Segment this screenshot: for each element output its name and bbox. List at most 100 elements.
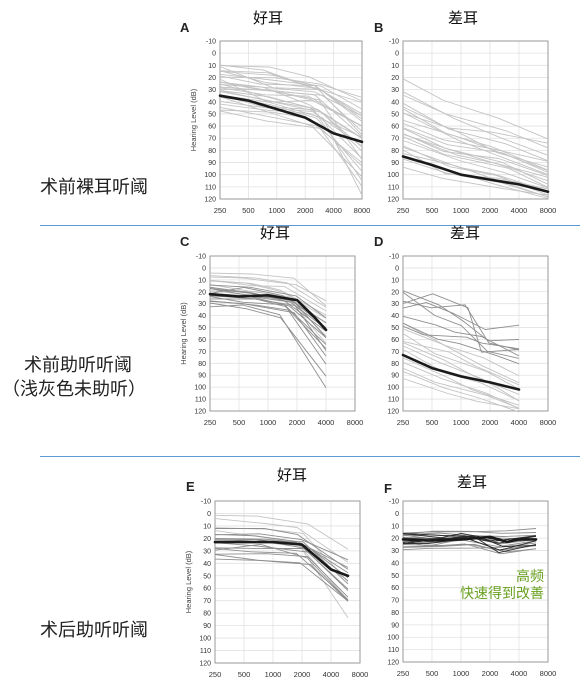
plot-area xyxy=(402,500,549,663)
y-tick-label: 40 xyxy=(391,313,399,320)
individual-threshold-line xyxy=(402,357,520,406)
panel-letter: F xyxy=(384,481,392,496)
x-tick-label: 8000 xyxy=(352,670,369,679)
x-tick-label: 4000 xyxy=(511,669,528,678)
individual-threshold-line xyxy=(402,340,520,386)
y-tick-label: 80 xyxy=(391,610,399,617)
y-tick-label: 100 xyxy=(387,172,399,179)
y-tick-label: 40 xyxy=(391,99,399,106)
x-tick-label: 250 xyxy=(397,669,410,678)
audiogram-panel-b: -10 0 10 20 30 40 50 60 70 80 90 100 110 120 250 500 100… xyxy=(374,10,557,215)
y-tick-label: 50 xyxy=(203,573,211,580)
individual-threshold-line xyxy=(219,81,363,132)
individual-aided-line xyxy=(209,304,327,389)
y-tick-label: 30 xyxy=(198,301,206,308)
y-tick-label: 120 xyxy=(204,197,216,204)
mean-threshold-line xyxy=(218,94,364,144)
y-tick-label: 0 xyxy=(207,511,211,518)
y-tick-label: 10 xyxy=(203,523,211,530)
improvement-note: 高频 快速得到改善 xyxy=(420,569,544,603)
row-label-postop-aided: 术后助听听阈 xyxy=(40,620,148,641)
panel-letter: A xyxy=(180,20,190,35)
panel-letter: D xyxy=(374,234,383,249)
x-tick-label: 500 xyxy=(426,418,439,427)
y-tick-label: 120 xyxy=(387,409,399,416)
row-label-preop-aided-note: （浅灰色未助听） xyxy=(2,379,146,400)
individual-aided-line xyxy=(209,300,327,357)
y-tick-label: 30 xyxy=(208,87,216,94)
x-tick-label: 8000 xyxy=(354,206,370,215)
individual-aided-line xyxy=(402,530,537,535)
y-tick-label: 100 xyxy=(199,636,211,643)
plot-area xyxy=(219,40,363,200)
mean-threshold-line xyxy=(401,353,521,391)
y-tick-label: 90 xyxy=(208,160,216,167)
individual-threshold-line xyxy=(219,96,363,178)
individual-aided-line xyxy=(402,543,537,555)
y-tick-label: 30 xyxy=(391,87,399,94)
y-tick-label: 100 xyxy=(387,635,399,642)
y-tick-label: 20 xyxy=(198,289,206,296)
individual-threshold-line xyxy=(209,272,327,307)
individual-threshold-line xyxy=(402,140,549,189)
y-tick-label: 50 xyxy=(391,111,399,118)
y-tick-label: 20 xyxy=(391,289,399,296)
x-tick-label: 8000 xyxy=(540,418,557,427)
individual-threshold-line xyxy=(219,90,363,181)
individual-threshold-line xyxy=(402,122,549,162)
individual-threshold-line xyxy=(402,378,520,410)
individual-threshold-line xyxy=(402,108,549,171)
y-tick-label: 30 xyxy=(203,548,211,555)
individual-threshold-line xyxy=(402,112,549,176)
y-tick-label: 40 xyxy=(203,561,211,568)
individual-threshold-line xyxy=(402,322,520,384)
panel-letter: C xyxy=(180,234,190,249)
panel-title: 好耳 xyxy=(260,225,290,242)
y-tick-label: 110 xyxy=(388,397,399,404)
individual-aided-line xyxy=(214,533,349,561)
x-tick-label: 8000 xyxy=(540,206,557,215)
row-divider-1 xyxy=(40,225,580,226)
mean-threshold-line xyxy=(401,535,538,544)
x-tick-label: 250 xyxy=(397,418,410,427)
individual-threshold-line xyxy=(402,112,549,168)
individual-threshold-line xyxy=(402,345,520,402)
audiogram-panel-d: -10 0 10 20 30 40 50 60 70 80 90 100 110 120 250 500 100… xyxy=(374,225,557,427)
individual-aided-line xyxy=(214,538,349,579)
individual-threshold-line xyxy=(209,280,327,316)
plot-area xyxy=(214,500,361,664)
individual-aided-line xyxy=(402,532,537,537)
individual-aided-line xyxy=(214,547,349,590)
individual-aided-line xyxy=(209,298,327,351)
individual-aided-line xyxy=(209,288,327,338)
individual-aided-line xyxy=(214,553,349,598)
y-tick-label: 50 xyxy=(198,325,206,332)
y-tick-label: 60 xyxy=(198,337,206,344)
audiogram-panel-f: -10 0 10 20 30 40 50 60 70 80 90 100 110 120 250 500 100… xyxy=(384,474,556,678)
individual-threshold-line xyxy=(402,91,549,156)
y-tick-label: 0 xyxy=(395,511,399,518)
y-tick-label: -10 xyxy=(206,39,216,46)
panel-title: 差耳 xyxy=(450,225,480,242)
plot-frame xyxy=(209,255,356,412)
individual-threshold-line xyxy=(209,279,327,312)
y-tick-label: 10 xyxy=(391,523,399,530)
y-tick-label: 120 xyxy=(387,197,399,204)
audiogram-panel-a: -10 0 10 20 30 40 50 60 70 80 90 100 110 120 250 500 100… xyxy=(180,10,370,215)
x-tick-label: 2000 xyxy=(289,418,306,427)
y-tick-label: 20 xyxy=(203,536,211,543)
x-tick-label: 250 xyxy=(214,206,227,215)
y-tick-label: 0 xyxy=(212,51,216,58)
plot-frame xyxy=(214,500,361,664)
individual-aided-line xyxy=(402,290,520,342)
y-tick-label: 90 xyxy=(391,160,399,167)
row-label-preop-aided: 术前助听听阈 xyxy=(24,355,132,376)
individual-aided-line xyxy=(214,542,349,591)
individual-threshold-line xyxy=(402,136,549,188)
y-tick-label: 10 xyxy=(208,63,216,70)
y-tick-label: 60 xyxy=(203,586,211,593)
individual-threshold-line xyxy=(219,70,363,115)
x-tick-label: 1000 xyxy=(453,418,470,427)
individual-threshold-line xyxy=(402,102,549,162)
individual-threshold-line xyxy=(219,110,363,187)
